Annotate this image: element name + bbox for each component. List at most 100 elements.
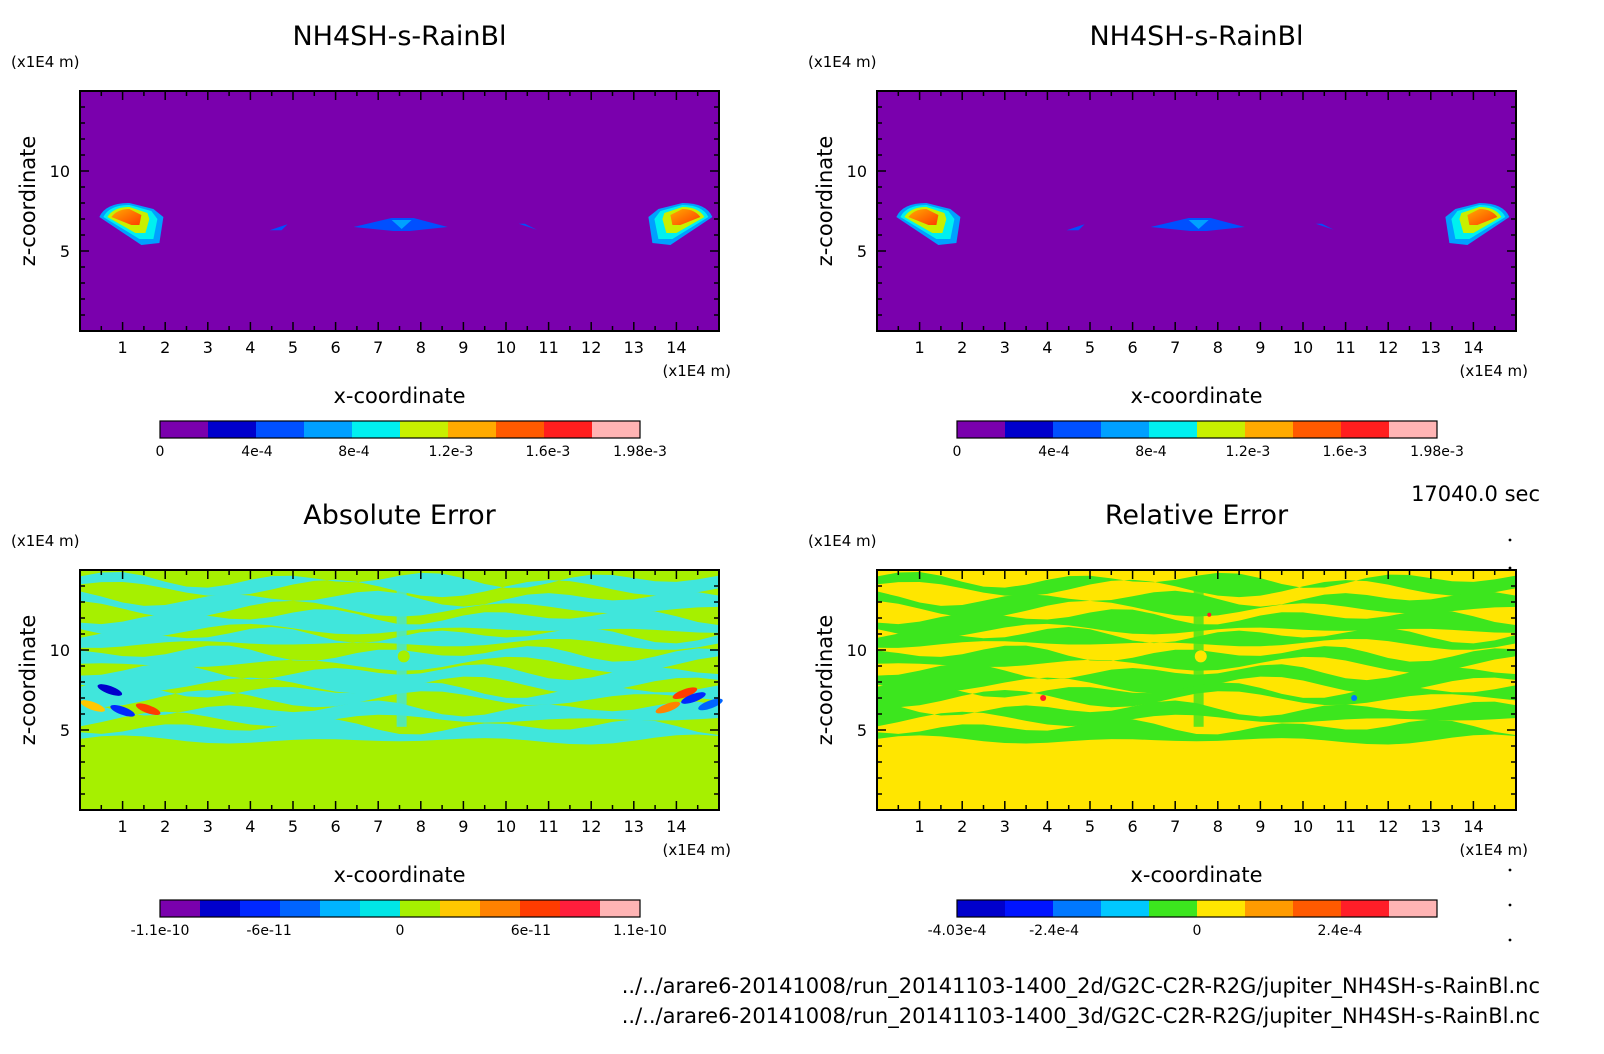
x-tick-label: 8 bbox=[416, 817, 426, 836]
colorbar-swatch bbox=[1149, 421, 1198, 438]
x-tick-label: 13 bbox=[624, 338, 644, 357]
error-spot bbox=[655, 701, 681, 714]
x-tick-label: 12 bbox=[1378, 817, 1398, 836]
colorbar-label: 1.98e-3 bbox=[1410, 444, 1464, 460]
rain-band-core bbox=[1188, 220, 1209, 229]
chart-title: NH4SH-s-RainBl bbox=[1089, 21, 1303, 52]
colorbar-swatch bbox=[240, 900, 281, 917]
y-unit-label: (x1E4 m) bbox=[11, 53, 80, 71]
rain-streak-left bbox=[269, 224, 288, 231]
rain-streak-left bbox=[1066, 224, 1085, 231]
colorbar-swatch bbox=[1101, 900, 1150, 917]
y-tick-label: 10 bbox=[50, 641, 70, 660]
x-tick-label: 1 bbox=[915, 338, 925, 357]
rain-blob-peak bbox=[908, 209, 939, 225]
chart-panel: NH4SH-s-RainBl(x1E4 m)1 2 3 4 5 6 7 8 9 10 11 12 13 1… bbox=[11, 21, 731, 460]
x-axis-label: x-coordinate bbox=[333, 384, 465, 408]
colorbar-label: -1.1e-10 bbox=[131, 923, 190, 939]
colorbar-swatch bbox=[280, 900, 321, 917]
margin-dot bbox=[1508, 903, 1512, 907]
colorbar-label: 1.2e-3 bbox=[428, 444, 473, 460]
error-band bbox=[877, 681, 1516, 708]
y-tick-label: 5 bbox=[60, 242, 70, 261]
plot-area bbox=[877, 91, 1516, 331]
error-spot bbox=[681, 692, 706, 704]
x-tick-label: 5 bbox=[1085, 817, 1095, 836]
error-band bbox=[80, 719, 719, 745]
y-tick-label: 5 bbox=[857, 721, 867, 740]
x-unit-label: (x1E4 m) bbox=[662, 362, 731, 380]
margin-dot bbox=[1508, 938, 1512, 942]
time-label: 17040.0 sec bbox=[1411, 482, 1540, 506]
panels-layer: NH4SH-s-RainBl(x1E4 m)1 2 3 4 5 6 7 8 9 10 11 12 13 1… bbox=[11, 21, 1528, 942]
y-unit-label: (x1E4 m) bbox=[11, 532, 80, 550]
colorbar-swatch bbox=[400, 421, 449, 438]
colorbar-label: 1.6e-3 bbox=[1322, 444, 1367, 460]
colorbar-label: 0 bbox=[1193, 923, 1202, 939]
field-layer bbox=[896, 203, 1510, 245]
colorbar-swatch bbox=[1245, 900, 1294, 917]
colorbar-swatch bbox=[1005, 421, 1054, 438]
error-seam-dot bbox=[1194, 650, 1207, 663]
colorbar-swatch bbox=[256, 421, 305, 438]
plot-area bbox=[80, 91, 719, 331]
x-unit-label: (x1E4 m) bbox=[1459, 362, 1528, 380]
x-tick-label: 9 bbox=[458, 338, 468, 357]
rain-blob-peak bbox=[670, 209, 701, 225]
x-tick-label: 13 bbox=[624, 817, 644, 836]
x-tick-label: 11 bbox=[538, 338, 558, 357]
colorbar-swatch bbox=[352, 421, 401, 438]
colorbar-label: 8e-4 bbox=[1135, 444, 1167, 460]
colorbar-label: 6e-11 bbox=[511, 923, 551, 939]
x-tick-label: 4 bbox=[245, 338, 255, 357]
colorbar-label: 0 bbox=[396, 923, 405, 939]
colorbar-label: 1.98e-3 bbox=[613, 444, 667, 460]
x-axis-label: x-coordinate bbox=[1130, 384, 1262, 408]
chart-panel: Relative Error(x1E4 m)1 2 3 4 5 6 7 8 9 10 11 12 13 1… bbox=[808, 500, 1528, 939]
colorbar-swatch bbox=[1293, 900, 1342, 917]
x-tick-label: 2 bbox=[957, 338, 967, 357]
x-tick-label: 9 bbox=[1255, 338, 1265, 357]
colorbar-swatch bbox=[440, 900, 481, 917]
x-tick-label: 3 bbox=[1000, 338, 1010, 357]
error-spot bbox=[110, 704, 135, 717]
x-tick-label: 1 bbox=[118, 817, 128, 836]
error-band bbox=[80, 681, 719, 708]
colorbar-label: 0 bbox=[156, 444, 165, 460]
colorbar-label: -4.03e-4 bbox=[928, 923, 987, 939]
colorbar-swatch bbox=[1341, 900, 1390, 917]
x-tick-label: 10 bbox=[496, 817, 516, 836]
error-band bbox=[877, 719, 1516, 745]
field-layer bbox=[80, 572, 723, 745]
x-tick-label: 8 bbox=[416, 338, 426, 357]
rain-blob-peak bbox=[1467, 209, 1498, 225]
colorbar-label: 1.2e-3 bbox=[1225, 444, 1270, 460]
colorbar-label: 0 bbox=[953, 444, 962, 460]
x-tick-label: 8 bbox=[1213, 338, 1223, 357]
colorbar-swatch bbox=[360, 900, 401, 917]
colorbar-swatch bbox=[1053, 900, 1102, 917]
error-spot bbox=[80, 700, 106, 712]
x-tick-label: 1 bbox=[915, 817, 925, 836]
x-tick-label: 14 bbox=[1463, 338, 1483, 357]
x-axis-label: x-coordinate bbox=[333, 863, 465, 887]
field-layer bbox=[877, 572, 1516, 745]
x-tick-label: 6 bbox=[331, 338, 341, 357]
colorbar-frame bbox=[159, 420, 641, 439]
x-tick-label: 4 bbox=[245, 817, 255, 836]
colorbar-swatch bbox=[304, 421, 353, 438]
error-band bbox=[877, 609, 1516, 638]
x-tick-label: 12 bbox=[581, 338, 601, 357]
x-tick-label: 7 bbox=[373, 817, 383, 836]
colorbar-swatch bbox=[448, 421, 497, 438]
error-spot bbox=[97, 684, 123, 696]
x-axis-label: x-coordinate bbox=[1130, 863, 1262, 887]
colorbar-swatch bbox=[592, 421, 641, 438]
colorbar-swatch bbox=[208, 421, 257, 438]
colorbar-label: -2.4e-4 bbox=[1029, 923, 1079, 939]
x-tick-label: 12 bbox=[1378, 338, 1398, 357]
colorbar-frame bbox=[956, 420, 1438, 439]
rain-blob-peak bbox=[111, 209, 142, 225]
x-tick-label: 6 bbox=[1128, 338, 1138, 357]
